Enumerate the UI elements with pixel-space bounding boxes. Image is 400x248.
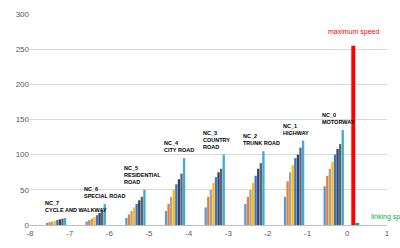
svg-text:-2: -2: [264, 229, 272, 238]
svg-text:-6: -6: [106, 229, 114, 238]
svg-text:-7: -7: [66, 229, 74, 238]
svg-text:NC_7CYCLE AND WALKWAY: NC_7CYCLE AND WALKWAY: [45, 200, 107, 213]
svg-text:NC_3COUNTRYROAD: NC_3COUNTRYROAD: [203, 130, 230, 150]
svg-text:200: 200: [16, 80, 30, 89]
svg-text:-5: -5: [145, 229, 153, 238]
svg-text:0: 0: [25, 221, 30, 230]
svg-text:1: 1: [385, 229, 390, 238]
svg-text:NC_0MOTORWAY: NC_0MOTORWAY: [322, 112, 355, 125]
svg-text:0: 0: [345, 229, 350, 238]
svg-text:100: 100: [16, 150, 30, 159]
svg-text:250: 250: [16, 45, 30, 54]
svg-text:linking speed: linking speed: [371, 213, 400, 221]
svg-text:50: 50: [20, 186, 29, 195]
svg-text:150: 150: [16, 115, 30, 124]
svg-text:-3: -3: [225, 229, 233, 238]
svg-text:NC_6SPECIAL ROAD: NC_6SPECIAL ROAD: [84, 186, 125, 199]
svg-text:NC_4CITY ROAD: NC_4CITY ROAD: [164, 140, 194, 153]
svg-text:-8: -8: [26, 229, 34, 238]
svg-text:-1: -1: [304, 229, 312, 238]
svg-text:maximum speed: maximum speed: [328, 28, 379, 36]
svg-text:300: 300: [16, 10, 30, 19]
svg-text:NC_1HIGHWAY: NC_1HIGHWAY: [283, 123, 309, 136]
svg-text:-4: -4: [185, 229, 193, 238]
svg-text:NC_2TRUNK ROAD: NC_2TRUNK ROAD: [243, 133, 280, 146]
svg-text:NC_5RESIDENTIALROAD: NC_5RESIDENTIALROAD: [124, 165, 161, 185]
